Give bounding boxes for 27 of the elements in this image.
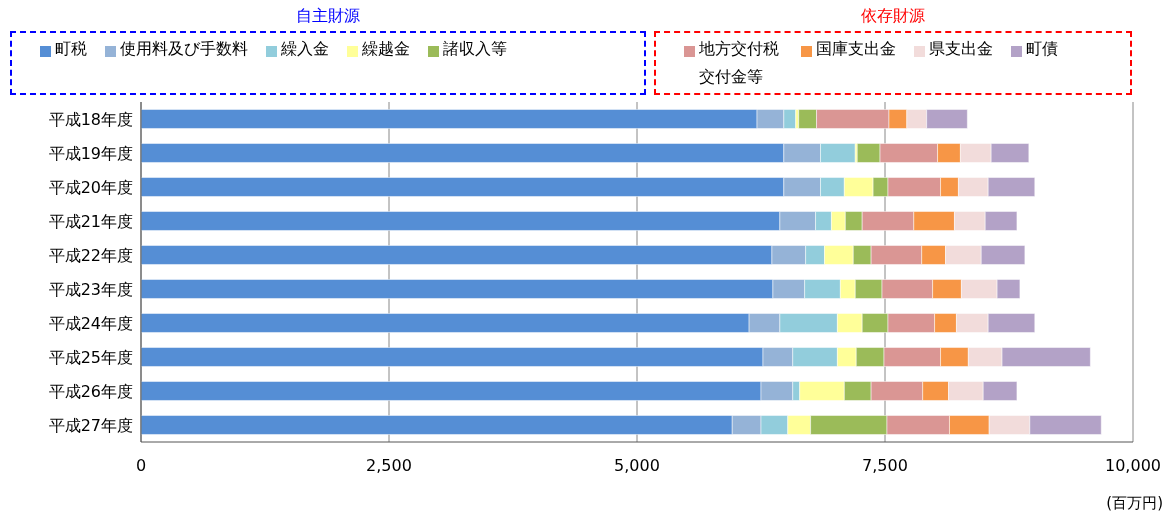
legend-label: 国庫支出金 — [816, 38, 896, 60]
text: (百万円) — [1106, 494, 1163, 513]
legend-label: 町税 — [55, 38, 87, 60]
y-tick-label: 平成27年度 — [48, 415, 133, 435]
y-tick-label: 平成22年度 — [48, 245, 133, 265]
x-tick-label: 5,000 — [614, 456, 660, 476]
x-tick-label: 7,500 — [862, 456, 908, 476]
y-tick-label: 平成25年度 — [48, 347, 133, 367]
x-tick-label: 0 — [135, 456, 147, 476]
x-tick-label: 10,000 — [1105, 456, 1161, 476]
text: 依存財源 — [860, 6, 926, 27]
legend-label: 町債 — [1026, 38, 1058, 60]
y-tick-label: 平成24年度 — [48, 313, 133, 333]
y-tick-label: 平成21年度 — [48, 211, 133, 231]
legend-label: 諸収入等 — [443, 38, 507, 60]
legend-label: 繰入金 — [281, 38, 329, 60]
y-tick-label: 平成19年度 — [48, 143, 133, 163]
y-tick-label: 平成26年度 — [48, 381, 133, 401]
y-tick-label: 平成23年度 — [48, 279, 133, 299]
x-tick-label: 2,500 — [366, 456, 412, 476]
y-tick-label: 平成18年度 — [48, 109, 133, 129]
legend-label: 繰越金 — [362, 38, 410, 60]
y-tick-label: 平成20年度 — [48, 177, 133, 197]
legend-label: 使用料及び手数料 — [120, 38, 248, 60]
text: 自主財源 — [295, 6, 361, 27]
legend-label: 県支出金 — [929, 38, 993, 60]
legend-label: 地方交付税交付金等 — [699, 38, 780, 88]
